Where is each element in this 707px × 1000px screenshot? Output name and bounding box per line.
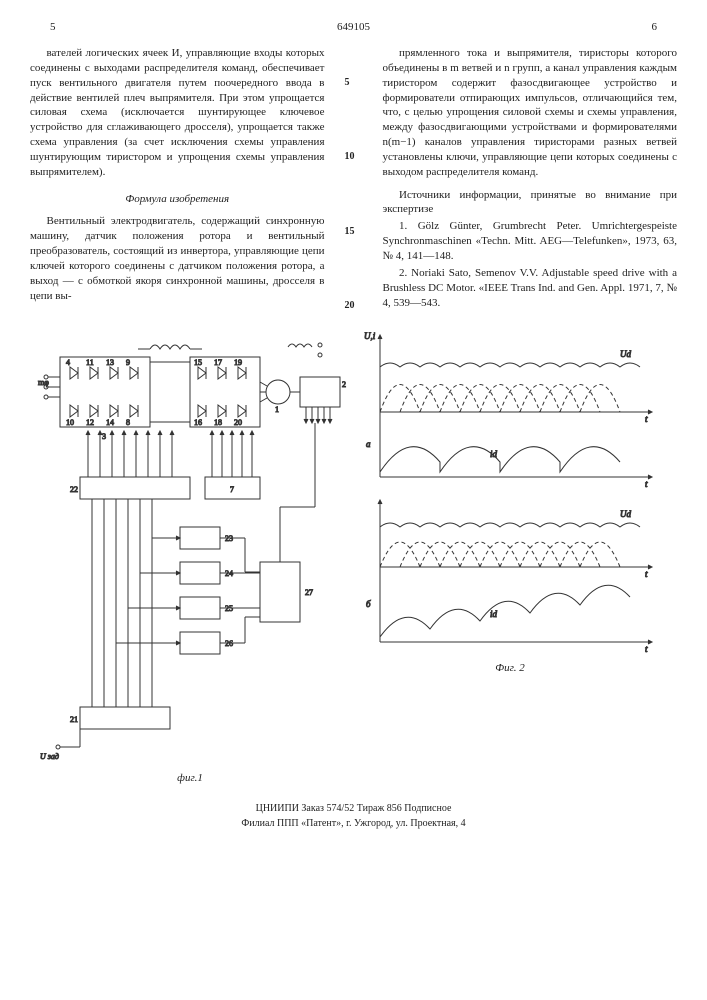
footer: ЦНИИПИ Заказ 574/52 Тираж 856 Подписное … (30, 801, 677, 831)
svg-text:7: 7 (230, 485, 234, 494)
sources-title: Источники информации, принятые во вниман… (383, 188, 678, 218)
svg-text:16: 16 (194, 418, 202, 427)
svg-text:8: 8 (126, 418, 130, 427)
svg-text:2: 2 (342, 380, 346, 389)
svg-text:1: 1 (275, 405, 279, 414)
line-marker: 20 (345, 299, 363, 313)
text-columns: вателей логических ячеек И, управляющие … (30, 46, 677, 312)
svg-text:19: 19 (234, 358, 242, 367)
svg-text:17: 17 (214, 358, 222, 367)
svg-text:U,i: U,i (364, 331, 376, 341)
svg-text:12: 12 (86, 418, 94, 427)
svg-text:14: 14 (106, 418, 114, 427)
footer-line-1: ЦНИИПИ Заказ 574/52 Тираж 856 Подписное (30, 801, 677, 816)
svg-text:4: 4 (66, 358, 70, 367)
figure-2-svg: U,i Ud id t t а (360, 327, 660, 657)
line-marker: 10 (345, 150, 363, 164)
svg-text:13: 13 (106, 358, 114, 367)
footer-line-2: Филиал ППП «Патент», г. Ужгород, ул. Про… (30, 816, 677, 831)
svg-text:3: 3 (102, 432, 106, 441)
svg-text:10: 10 (66, 418, 74, 427)
svg-text:9: 9 (126, 358, 130, 367)
svg-text:20: 20 (234, 418, 242, 427)
page-header: 5 649105 6 (30, 20, 677, 36)
svg-text:22: 22 (70, 485, 78, 494)
figure-1-svg: 4 11 13 9 10 12 14 8 3 mφ (30, 327, 350, 767)
formula-title: Формула изобретения (30, 192, 325, 207)
reference-1: 1. Gölz Günter, Grumbrecht Peter. Umrich… (383, 219, 678, 264)
page-number-right: 6 (652, 20, 658, 35)
svg-text:Ud: Ud (620, 349, 631, 359)
left-paragraph-2: Вентильный электродвигатель, содержащий … (30, 214, 325, 303)
svg-text:27: 27 (305, 588, 313, 597)
left-column: вателей логических ячеек И, управляющие … (30, 46, 325, 312)
svg-text:id: id (490, 609, 498, 619)
svg-text:18: 18 (214, 418, 222, 427)
svg-text:15: 15 (194, 358, 202, 367)
figure-2-caption: Фиг. 2 (360, 661, 660, 676)
svg-text:Ud: Ud (620, 509, 631, 519)
right-paragraph-1: прямленного тока и выпрямителя, тиристор… (383, 46, 678, 180)
svg-text:11: 11 (86, 358, 94, 367)
figure-2: U,i Ud id t t а (360, 327, 660, 676)
svg-text:t: t (645, 569, 648, 579)
svg-text:U зад: U зад (40, 752, 59, 761)
figures-row: 4 11 13 9 10 12 14 8 3 mφ (30, 327, 677, 786)
right-column: прямленного тока и выпрямителя, тиристор… (383, 46, 678, 312)
svg-text:б: б (366, 599, 371, 609)
svg-text:id: id (490, 449, 498, 459)
document-number: 649105 (337, 20, 370, 35)
svg-text:t: t (645, 644, 648, 654)
figure-1: 4 11 13 9 10 12 14 8 3 mφ (30, 327, 350, 786)
svg-text:t: t (645, 414, 648, 424)
left-paragraph-1: вателей логических ячеек И, управляющие … (30, 46, 325, 180)
svg-text:21: 21 (70, 715, 78, 724)
line-marker: 5 (345, 76, 363, 90)
svg-text:а: а (366, 439, 371, 449)
line-marker: 15 (345, 225, 363, 239)
page-number-left: 5 (50, 20, 56, 35)
figure-1-caption: фиг.1 (30, 771, 350, 786)
svg-text:t: t (645, 479, 648, 489)
line-number-markers: 5 10 15 20 (345, 46, 363, 312)
reference-2: 2. Noriaki Sato, Semenov V.V. Adjustable… (383, 266, 678, 311)
